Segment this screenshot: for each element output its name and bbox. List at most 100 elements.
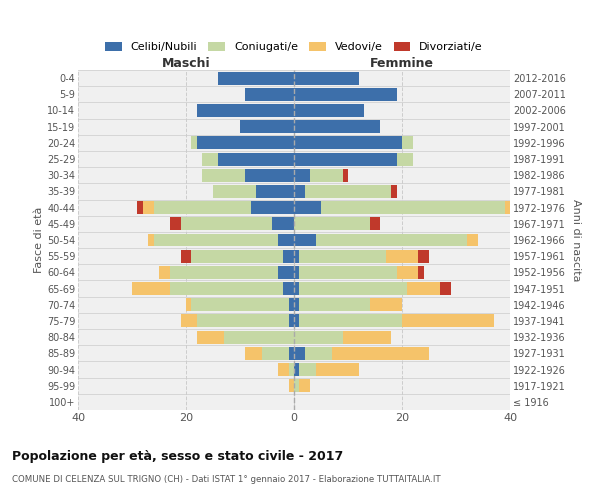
Bar: [391, 185, 397, 198]
Bar: [191, 136, 197, 149]
Bar: [299, 266, 397, 279]
Text: Maschi: Maschi: [161, 57, 211, 70]
Bar: [321, 201, 505, 214]
Bar: [289, 347, 294, 360]
Bar: [505, 201, 510, 214]
Bar: [294, 298, 299, 311]
Bar: [294, 185, 305, 198]
Bar: [294, 363, 299, 376]
Bar: [251, 201, 294, 214]
Bar: [467, 234, 478, 246]
Bar: [278, 363, 289, 376]
Bar: [294, 136, 402, 149]
Bar: [316, 234, 467, 246]
Bar: [289, 363, 294, 376]
Bar: [397, 266, 418, 279]
Bar: [245, 88, 294, 101]
Y-axis label: Fasce di età: Fasce di età: [34, 207, 44, 273]
Bar: [299, 250, 386, 262]
Bar: [278, 234, 294, 246]
Bar: [170, 282, 283, 295]
Bar: [202, 152, 218, 166]
Bar: [299, 363, 316, 376]
Bar: [278, 266, 294, 279]
Bar: [218, 152, 294, 166]
Bar: [148, 234, 154, 246]
Bar: [197, 314, 289, 328]
Bar: [294, 347, 305, 360]
Bar: [294, 250, 299, 262]
Bar: [294, 234, 316, 246]
Bar: [294, 218, 370, 230]
Bar: [294, 88, 397, 101]
Bar: [213, 185, 256, 198]
Bar: [294, 104, 364, 117]
Bar: [256, 185, 294, 198]
Bar: [316, 363, 359, 376]
Bar: [294, 379, 299, 392]
Bar: [283, 282, 294, 295]
Bar: [181, 250, 191, 262]
Bar: [294, 120, 380, 133]
Bar: [154, 234, 278, 246]
Bar: [197, 136, 294, 149]
Bar: [343, 330, 391, 344]
Bar: [289, 298, 294, 311]
Bar: [402, 314, 494, 328]
Bar: [197, 330, 224, 344]
Bar: [310, 169, 343, 181]
Bar: [289, 379, 294, 392]
Bar: [224, 330, 294, 344]
Bar: [305, 185, 391, 198]
Bar: [197, 104, 294, 117]
Bar: [218, 72, 294, 85]
Bar: [245, 347, 262, 360]
Bar: [294, 201, 321, 214]
Bar: [294, 266, 299, 279]
Bar: [132, 282, 170, 295]
Bar: [370, 298, 402, 311]
Bar: [299, 314, 402, 328]
Bar: [137, 201, 143, 214]
Bar: [170, 266, 278, 279]
Bar: [154, 201, 251, 214]
Bar: [159, 266, 170, 279]
Bar: [294, 314, 299, 328]
Text: COMUNE DI CELENZA SUL TRIGNO (CH) - Dati ISTAT 1° gennaio 2017 - Elaborazione TU: COMUNE DI CELENZA SUL TRIGNO (CH) - Dati…: [12, 475, 440, 484]
Bar: [191, 298, 289, 311]
Text: Femmine: Femmine: [370, 57, 434, 70]
Bar: [305, 347, 332, 360]
Bar: [332, 347, 429, 360]
Bar: [289, 314, 294, 328]
Bar: [418, 250, 429, 262]
Bar: [407, 282, 440, 295]
Bar: [240, 120, 294, 133]
Y-axis label: Anni di nascita: Anni di nascita: [571, 198, 581, 281]
Bar: [186, 298, 191, 311]
Bar: [299, 282, 407, 295]
Bar: [397, 152, 413, 166]
Bar: [299, 298, 370, 311]
Bar: [370, 218, 380, 230]
Bar: [262, 347, 289, 360]
Bar: [283, 250, 294, 262]
Bar: [143, 201, 154, 214]
Bar: [418, 266, 424, 279]
Bar: [510, 201, 515, 214]
Bar: [181, 314, 197, 328]
Bar: [299, 379, 310, 392]
Bar: [294, 152, 397, 166]
Bar: [202, 169, 245, 181]
Bar: [440, 282, 451, 295]
Text: Popolazione per età, sesso e stato civile - 2017: Popolazione per età, sesso e stato civil…: [12, 450, 343, 463]
Bar: [343, 169, 348, 181]
Bar: [294, 330, 343, 344]
Legend: Celibi/Nubili, Coniugati/e, Vedovi/e, Divorziati/e: Celibi/Nubili, Coniugati/e, Vedovi/e, Di…: [105, 42, 483, 52]
Bar: [170, 218, 181, 230]
Bar: [294, 169, 310, 181]
Bar: [272, 218, 294, 230]
Bar: [402, 136, 413, 149]
Bar: [191, 250, 283, 262]
Bar: [294, 72, 359, 85]
Bar: [294, 282, 299, 295]
